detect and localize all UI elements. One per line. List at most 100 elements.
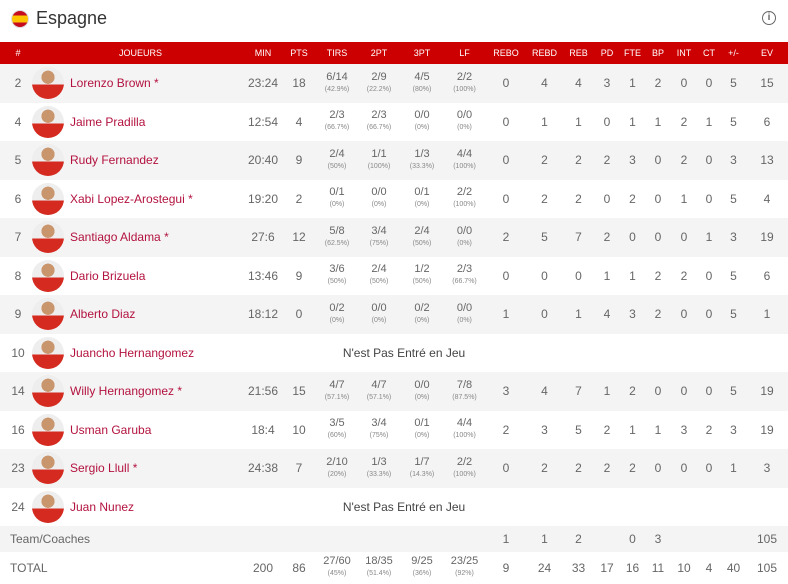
column-header[interactable]: REBO [486, 42, 526, 64]
column-header[interactable]: LF [443, 42, 486, 64]
player-row[interactable]: 5 Rudy Fernandez 20:40 9 2/4 (50%) 1/1 (100%) 1/… [0, 141, 788, 180]
column-header[interactable]: REB [563, 42, 594, 64]
plus-minus: 3 [721, 141, 746, 180]
two-pt-made: 4/7 [371, 378, 387, 391]
ev: 13 [746, 141, 788, 180]
player-cell: Rudy Fernandez [32, 141, 245, 180]
two-pt-made: 0/0 [371, 186, 387, 199]
three-pt: 0/1 (0%) [401, 180, 443, 219]
player-avatar [32, 144, 64, 177]
player-name-link[interactable]: Sergio Llull * [70, 461, 138, 476]
player-name-link[interactable]: Juancho Hernangomez [70, 345, 195, 360]
player-name-link[interactable]: Rudy Fernandez [70, 153, 159, 168]
column-header[interactable]: JOUEURS [36, 42, 245, 64]
column-header[interactable]: # [0, 42, 36, 64]
three-pt-made: 0/1 [414, 417, 430, 430]
player-row[interactable]: 6 Xabi Lopez-Arostegui * 19:20 2 0/1 (0%) 0/0 (… [0, 180, 788, 219]
player-row[interactable]: 16 Usman Garuba 18:4 10 3/5 (60%) 3/4 (75%) 0/1 (… [0, 411, 788, 450]
reb: 1 [575, 114, 582, 129]
player-avatar [32, 375, 64, 408]
info-icon[interactable]: i [762, 11, 776, 25]
column-header[interactable]: MIN [245, 42, 281, 64]
pd: 17 [600, 560, 614, 575]
player-row[interactable]: 4 Jaime Pradilla 12:54 4 2/3 (66.7%) 2/3 (66.7%… [0, 103, 788, 142]
free-throws-made: 2/2 [456, 70, 473, 83]
rebo: 1 [486, 526, 526, 552]
column-header[interactable]: PD [594, 42, 620, 64]
player-row[interactable]: 2 Lorenzo Brown * 23:24 18 6/14 (42.9%) 2/9 (22… [0, 64, 788, 103]
player-row[interactable]: 10 Juancho Hernangomez N'est Pas Entré en … [0, 334, 788, 373]
three-pt: 4/5 (80%) [401, 64, 443, 103]
minutes: 20:40 [245, 141, 281, 180]
three-pt-made: 1/2 [414, 263, 430, 276]
player-name-link[interactable]: Willy Hernangomez * [70, 384, 183, 399]
player-row[interactable]: 9 Alberto Diaz 18:12 0 0/2 (0%) 0/0 (0%) 0/2 (0%)… [0, 295, 788, 334]
two-pt-made: 0/0 [371, 301, 387, 314]
three-pt: 1/2 (50%) [401, 257, 443, 296]
tirs: 0/2 (0%) [317, 295, 357, 334]
column-header[interactable]: 2PT [357, 42, 401, 64]
player-name-link[interactable]: Lorenzo Brown * [70, 76, 159, 91]
rebo: 0 [486, 141, 526, 180]
player-number: 5 [0, 141, 36, 180]
two-pt: 2/9 (22.2%) [357, 64, 401, 103]
free-throws-made: 23/25 [450, 555, 479, 567]
column-header[interactable]: FTE [620, 42, 645, 64]
column-header[interactable]: EV [746, 42, 788, 64]
player-row[interactable]: 7 Santiago Aldama * 27:6 12 5/8 (62.5%) 3/4 (75… [0, 218, 788, 257]
player-cell: Willy Hernangomez * [32, 372, 245, 411]
player-cell: Lorenzo Brown * [32, 64, 245, 103]
three-pt: 1/3 (33.3%) [401, 141, 443, 180]
player-name-link[interactable]: Usman Garuba [70, 422, 152, 437]
three-pt: 0/1 (0%) [401, 411, 443, 450]
free-throws-pct: (0%) [457, 124, 472, 132]
bp: 0 [645, 218, 671, 257]
player-name-link[interactable]: Jaime Pradilla [70, 114, 146, 129]
player-name-link[interactable]: Alberto Diaz [70, 307, 136, 322]
column-header[interactable]: 3PT [401, 42, 443, 64]
free-throws: 2/2 (100%) [443, 180, 486, 219]
ct: 1 [697, 218, 721, 257]
reb: 7 [563, 372, 594, 411]
team-coaches-row: Team/Coaches 1 1 2 0 3 105 [0, 526, 788, 552]
player-row[interactable]: 14 Willy Hernangomez * 21:56 15 4/7 (57.1%) 4/… [0, 372, 788, 411]
column-header[interactable]: +/- [721, 42, 746, 64]
rebo: 0 [486, 449, 526, 488]
player-name-link[interactable]: Xabi Lopez-Arostegui * [70, 191, 193, 206]
bp: 0 [645, 141, 671, 180]
player-number: 2 [0, 64, 36, 103]
plus-minus: 40 [726, 560, 741, 575]
two-pt-made: 3/4 [371, 417, 387, 430]
player-row[interactable]: 8 Dario Brizuela 13:46 9 3/6 (50%) 2/4 (50%) 1/2… [0, 257, 788, 296]
player-name-link[interactable]: Santiago Aldama * [70, 230, 169, 245]
column-header[interactable]: BP [645, 42, 671, 64]
column-header[interactable]: REBD [526, 42, 563, 64]
free-throws: 7/8 (87.5%) [443, 372, 486, 411]
int: 0 [671, 449, 697, 488]
reb: 1 [563, 295, 594, 334]
player-row[interactable]: 23 Sergio Llull * 24:38 7 2/10 (20%) 1/3 (33.3%… [0, 449, 788, 488]
total-row: TOTAL 200 86 27/60 (45%) 18/35 (51.4%) 9/25 (36%… [0, 552, 788, 583]
player-name-link[interactable]: Dario Brizuela [70, 268, 146, 283]
empty-cell [245, 526, 486, 552]
ev: 15 [746, 64, 788, 103]
free-throws-made: 0/0 [456, 224, 473, 237]
two-pt-pct: (22.2%) [366, 85, 392, 93]
fte: 1 [629, 422, 636, 437]
minutes: 21:56 [245, 372, 281, 411]
player-row[interactable]: 24 Juan Nunez N'est Pas Entré en Jeu [0, 488, 788, 527]
team-header: Espagne i [0, 0, 788, 42]
player-avatar [32, 298, 64, 331]
column-header[interactable]: CT [697, 42, 721, 64]
reb: 2 [575, 191, 582, 206]
points: 15 [281, 372, 317, 411]
rebo: 2 [486, 218, 526, 257]
player-name-link[interactable]: Juan Nunez [70, 499, 135, 514]
free-throws: 2/2 (100%) [443, 64, 486, 103]
int: 1 [680, 191, 688, 206]
column-header[interactable]: INT [671, 42, 697, 64]
column-header[interactable]: TIRS [317, 42, 357, 64]
column-header[interactable]: PTS [281, 42, 317, 64]
free-throws: 23/25 (92%) [443, 552, 486, 583]
tirs-made: 6/14 [326, 70, 348, 83]
